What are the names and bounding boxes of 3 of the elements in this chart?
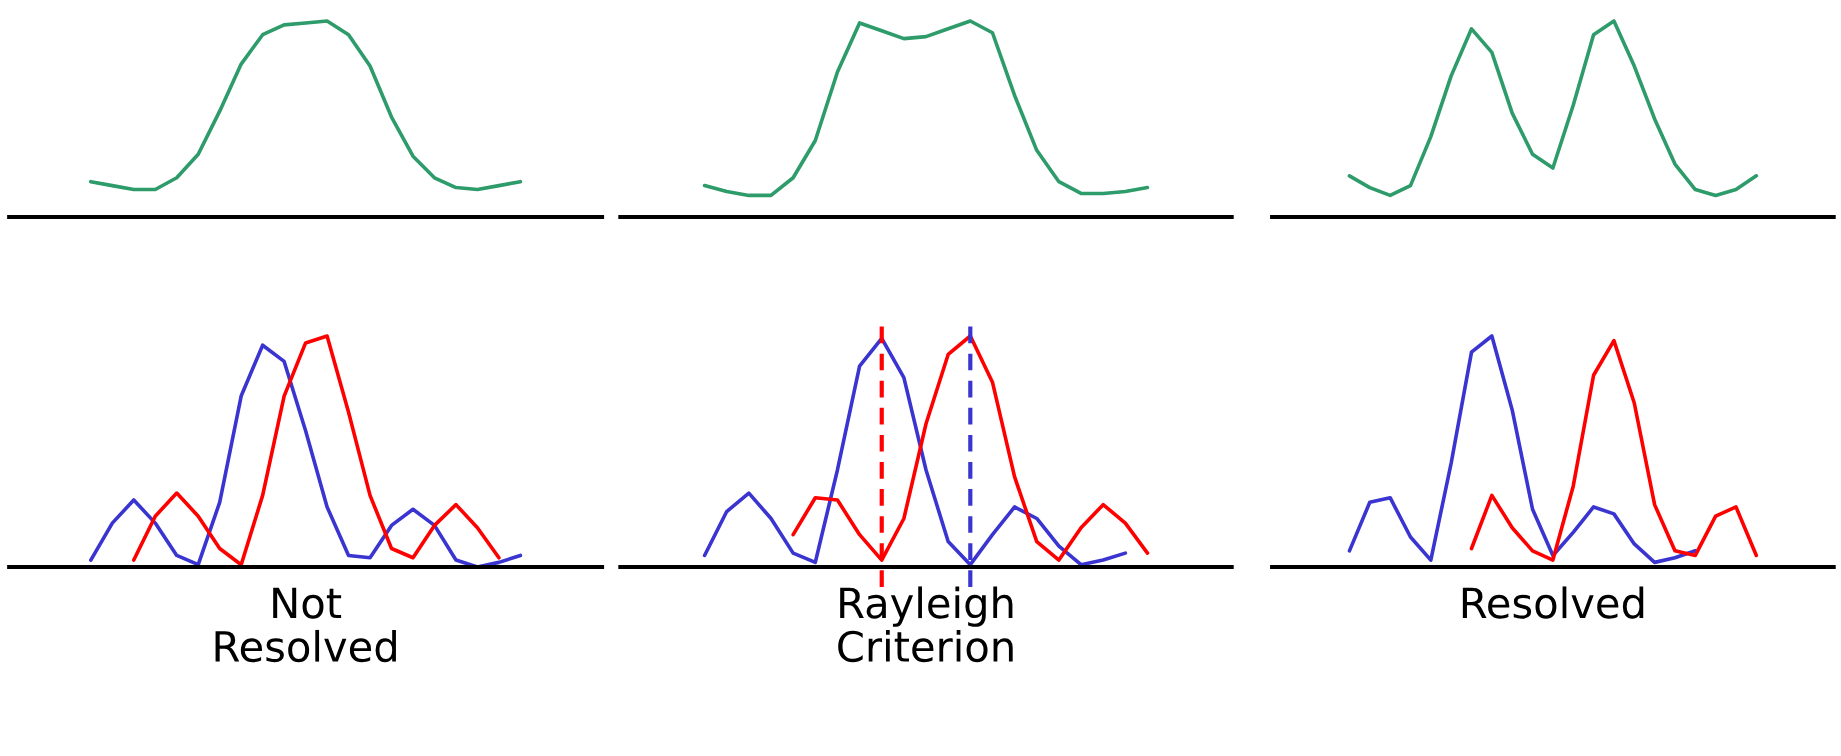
x-axis-title: Rayleigh Criterion (838, 586, 1013, 663)
x-axis-title: Not Resolved (215, 587, 396, 663)
x-axis-title: Resolved (1462, 586, 1644, 619)
